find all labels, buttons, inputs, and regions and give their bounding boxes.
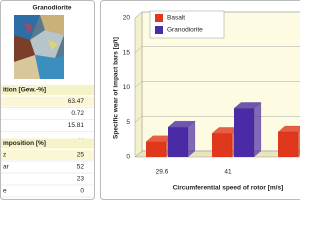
row-value: ... xyxy=(79,134,85,141)
bar xyxy=(278,131,298,157)
bar xyxy=(146,141,166,157)
bar-top xyxy=(167,120,196,128)
bar xyxy=(212,133,232,157)
row-value: 0.72 xyxy=(71,110,84,117)
x-axis-label: Circumferential speed of rotor [m/s] xyxy=(173,185,284,192)
row-value: 25 xyxy=(77,152,85,159)
grid-line xyxy=(134,81,300,88)
section-header-bg xyxy=(1,85,94,95)
rock-image xyxy=(14,15,64,79)
bar-side xyxy=(297,130,300,158)
row-value: 63.47 xyxy=(68,98,85,105)
legend-swatch xyxy=(155,26,163,34)
grid-line xyxy=(134,11,300,19)
x-tick-label: 41 xyxy=(224,169,232,176)
row-value: 52 xyxy=(77,164,85,171)
grid-line xyxy=(134,46,300,53)
bar-top xyxy=(233,102,262,109)
section-header: mposition [%] xyxy=(3,140,46,147)
row-highlight xyxy=(1,96,94,107)
row-label: z xyxy=(3,152,6,159)
legend-label: Granodiorite xyxy=(167,27,203,34)
row-value: 0 xyxy=(80,188,84,195)
bar-side xyxy=(187,120,196,158)
panel-title: Granodiorite xyxy=(32,5,71,12)
y-tick-label: 5 xyxy=(126,119,130,126)
bar-side xyxy=(253,101,262,158)
legend-swatch xyxy=(155,14,163,22)
y-tick-label: 0 xyxy=(126,154,130,161)
row-label: ar xyxy=(3,164,10,171)
row-value: 15.81 xyxy=(68,122,85,129)
bar xyxy=(234,108,254,157)
legend-label: Basalt xyxy=(167,15,185,22)
y-tick-label: 10 xyxy=(123,84,131,91)
bar xyxy=(168,127,188,157)
bar-top xyxy=(277,125,300,133)
section-header-bg xyxy=(1,138,94,149)
row-value: 23 xyxy=(77,176,85,183)
row-highlight xyxy=(1,150,94,160)
y-tick-label: 15 xyxy=(123,49,131,56)
x-tick-label: 29.6 xyxy=(156,169,169,176)
row-label: e xyxy=(3,188,7,195)
figure: Granodiorite ition [Gew.-%] 63.47 0.72 15.8… xyxy=(0,0,300,200)
section-header: ition [Gew.-%] xyxy=(3,87,46,94)
y-axis-label: Specific wear of impact bars [g/t] xyxy=(113,37,120,139)
y-tick-label: 20 xyxy=(123,15,131,22)
